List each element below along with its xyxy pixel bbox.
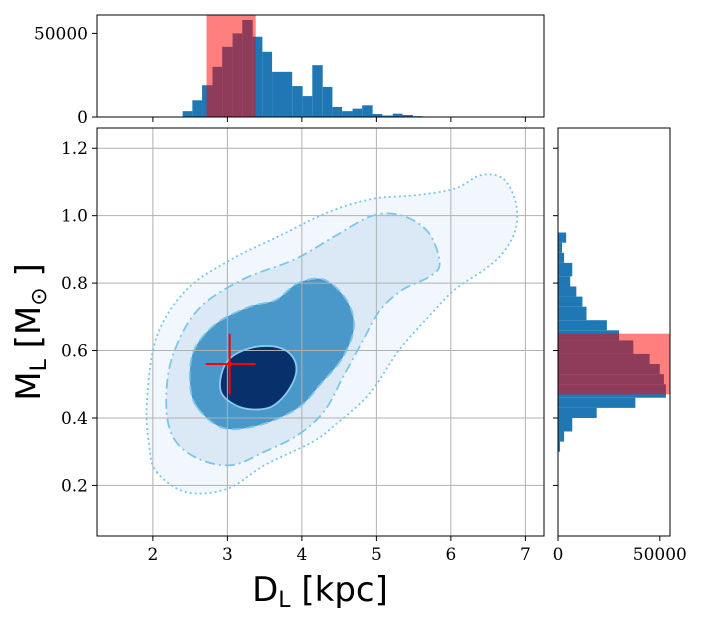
right-x-tick-label: 50000 xyxy=(633,545,687,565)
top-histogram-bar xyxy=(402,114,413,117)
right-histogram-bar xyxy=(558,252,565,263)
right-histogram-frame xyxy=(557,127,671,537)
x-tick-label: 6 xyxy=(445,545,456,565)
top-histogram-bar xyxy=(392,113,403,117)
top-histogram-frame xyxy=(96,14,545,118)
x-tick-label: 7 xyxy=(520,545,531,565)
x-tick-label: 4 xyxy=(296,545,307,565)
marker-point xyxy=(227,361,233,367)
contour-regions xyxy=(146,174,518,494)
top-histogram-bar xyxy=(322,86,333,117)
top-histogram-bar xyxy=(282,71,293,117)
x-tick-label: 2 xyxy=(147,545,158,565)
y-tick-label: 1.2 xyxy=(61,139,88,159)
estimate-marker xyxy=(205,333,256,395)
right-x-tick-label: 0 xyxy=(553,545,564,565)
x-tick-label: 3 xyxy=(222,545,233,565)
top-histogram-bar xyxy=(262,51,273,117)
top-y-tick-label: 0 xyxy=(77,108,88,128)
right-histogram-bar xyxy=(558,441,561,452)
top-histogram-bar xyxy=(292,86,303,117)
top-histogram-bar xyxy=(302,96,313,117)
x-tick-label: 5 xyxy=(371,545,382,565)
top-histogram-bar xyxy=(362,105,373,117)
right-histogram-bar xyxy=(558,296,583,307)
top-histogram-panel: 0 50000 xyxy=(34,14,545,128)
top-histogram-bar xyxy=(382,115,393,117)
right-histogram-ticks: 0 50000 xyxy=(553,147,687,565)
right-histogram-bar xyxy=(558,286,577,297)
right-histogram-bar xyxy=(558,407,597,418)
y-tick-label: 1.0 xyxy=(61,207,88,227)
right-histogram-bar xyxy=(558,320,607,331)
main-grid xyxy=(97,128,544,536)
top-histogram-bar xyxy=(182,111,193,117)
main-ticks: 2 3 4 5 6 7 0.2 0.4 0.6 0.8 1.0 1.2 xyxy=(61,139,531,565)
top-histogram-bar xyxy=(372,113,383,117)
contour-line-3-sigma xyxy=(145,173,519,495)
right-histogram-bar xyxy=(558,232,567,243)
right-histogram-bar xyxy=(558,417,573,432)
y-tick-label: 0.2 xyxy=(61,476,88,496)
y-tick-label: 0.6 xyxy=(61,342,88,362)
top-histogram-bar xyxy=(332,106,343,117)
top-y-tick-label: 50000 xyxy=(34,24,88,44)
top-histogram-bar xyxy=(192,100,203,117)
contour-fill-core xyxy=(219,345,297,410)
top-histogram-band xyxy=(206,15,256,117)
contour-line-core xyxy=(219,345,298,411)
main-panel-frame xyxy=(96,127,545,537)
right-histogram-bar xyxy=(558,306,587,321)
right-histogram-bar xyxy=(558,262,573,277)
contour-line-2-sigma xyxy=(165,212,441,467)
top-histogram-ticks: 0 50000 xyxy=(34,24,526,128)
right-histogram-credible-band xyxy=(558,333,670,395)
main-panel: 2 3 4 5 6 7 0.2 0.4 0.6 0.8 1.0 1.2 xyxy=(61,127,545,565)
right-histogram-band xyxy=(558,333,670,395)
y-axis-label: ML [M⊙ ] xyxy=(9,263,52,401)
top-histogram-bar xyxy=(252,36,263,117)
top-histogram-bar xyxy=(312,65,323,117)
top-histogram-bar xyxy=(342,111,353,117)
right-histogram-bar xyxy=(558,276,571,287)
contour-lines xyxy=(145,173,519,495)
top-histogram-bar xyxy=(352,108,363,117)
contour-line-1-sigma xyxy=(188,277,355,431)
right-histogram-panel: 0 50000 xyxy=(553,127,687,565)
y-tick-label: 0.4 xyxy=(61,409,88,429)
right-histogram-bar xyxy=(558,242,563,253)
top-histogram-credible-band xyxy=(206,15,256,117)
x-axis-label: DL [kpc] xyxy=(252,570,388,613)
right-histogram-bar xyxy=(558,431,565,442)
top-histogram-bar xyxy=(272,71,283,117)
y-tick-label: 0.8 xyxy=(61,274,88,294)
right-histogram-bar xyxy=(558,397,636,408)
